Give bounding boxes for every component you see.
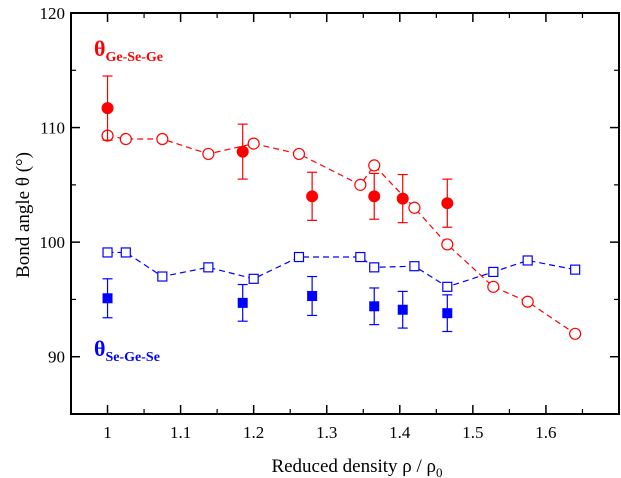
x-tick-label: 1.3 — [316, 423, 337, 442]
series-1 — [102, 247, 581, 292]
data-point — [202, 147, 215, 161]
y-tick-label: 90 — [48, 348, 65, 367]
data-point — [409, 261, 420, 272]
data-point — [102, 293, 113, 304]
x-tick-label: 1 — [103, 423, 112, 442]
plot-frame — [70, 12, 620, 415]
y-axis-title: Bond angle θ (°) — [13, 152, 34, 278]
data-point — [119, 132, 132, 146]
data-point — [442, 308, 453, 319]
data-point — [203, 262, 214, 273]
data-point — [441, 197, 454, 210]
data-point — [248, 273, 259, 284]
data-point — [307, 290, 318, 301]
series-line — [107, 135, 576, 335]
data-point — [396, 192, 409, 205]
data-point — [368, 190, 381, 203]
x-tick-label: 1.6 — [535, 423, 556, 442]
x-axis-title: Reduced density ρ / ρ0 — [271, 456, 442, 478]
data-point — [368, 159, 381, 172]
data-point — [293, 251, 305, 263]
series-labels: θGe-Se-Ge θSe-Ge-Se — [94, 36, 163, 365]
data-point — [354, 178, 367, 191]
data-point — [101, 102, 114, 115]
data-point — [369, 301, 380, 312]
data-point — [521, 295, 534, 308]
y-tick-label: 100 — [40, 233, 66, 252]
x-tick-label: 1.4 — [389, 423, 411, 442]
data-point — [522, 255, 533, 266]
data-marks — [101, 75, 582, 340]
data-point — [120, 247, 131, 258]
y-tick-label: 120 — [40, 4, 66, 23]
x-tick-label: 1.2 — [243, 423, 264, 442]
y-tick-label: 110 — [40, 119, 65, 138]
data-point — [369, 262, 380, 273]
x-tick-label: 1.1 — [170, 423, 191, 442]
label-ge-se-ge: θGe-Se-Ge — [94, 36, 163, 65]
series-line — [107, 251, 576, 288]
data-point — [157, 271, 168, 282]
series-2 — [101, 75, 454, 228]
data-point — [442, 281, 453, 292]
series-3 — [102, 275, 453, 333]
data-point — [306, 190, 319, 203]
data-point — [569, 327, 582, 340]
data-point — [570, 264, 581, 275]
data-point — [292, 147, 306, 161]
axes: 1 1.1 1.2 1.3 1.4 1.5 1.6 90 100 110 120 — [40, 4, 620, 442]
data-point — [408, 201, 421, 214]
data-point — [441, 238, 454, 251]
data-point — [487, 280, 500, 293]
data-point — [236, 145, 249, 158]
data-point — [488, 266, 499, 278]
data-point — [102, 247, 113, 258]
data-point — [397, 304, 408, 315]
data-point — [237, 297, 248, 308]
label-se-ge-se: θSe-Ge-Se — [94, 336, 160, 365]
series-0 — [101, 129, 582, 340]
data-point — [355, 251, 366, 263]
x-tick-label: 1.5 — [462, 423, 483, 442]
data-point — [156, 132, 169, 146]
data-point — [247, 137, 260, 150]
